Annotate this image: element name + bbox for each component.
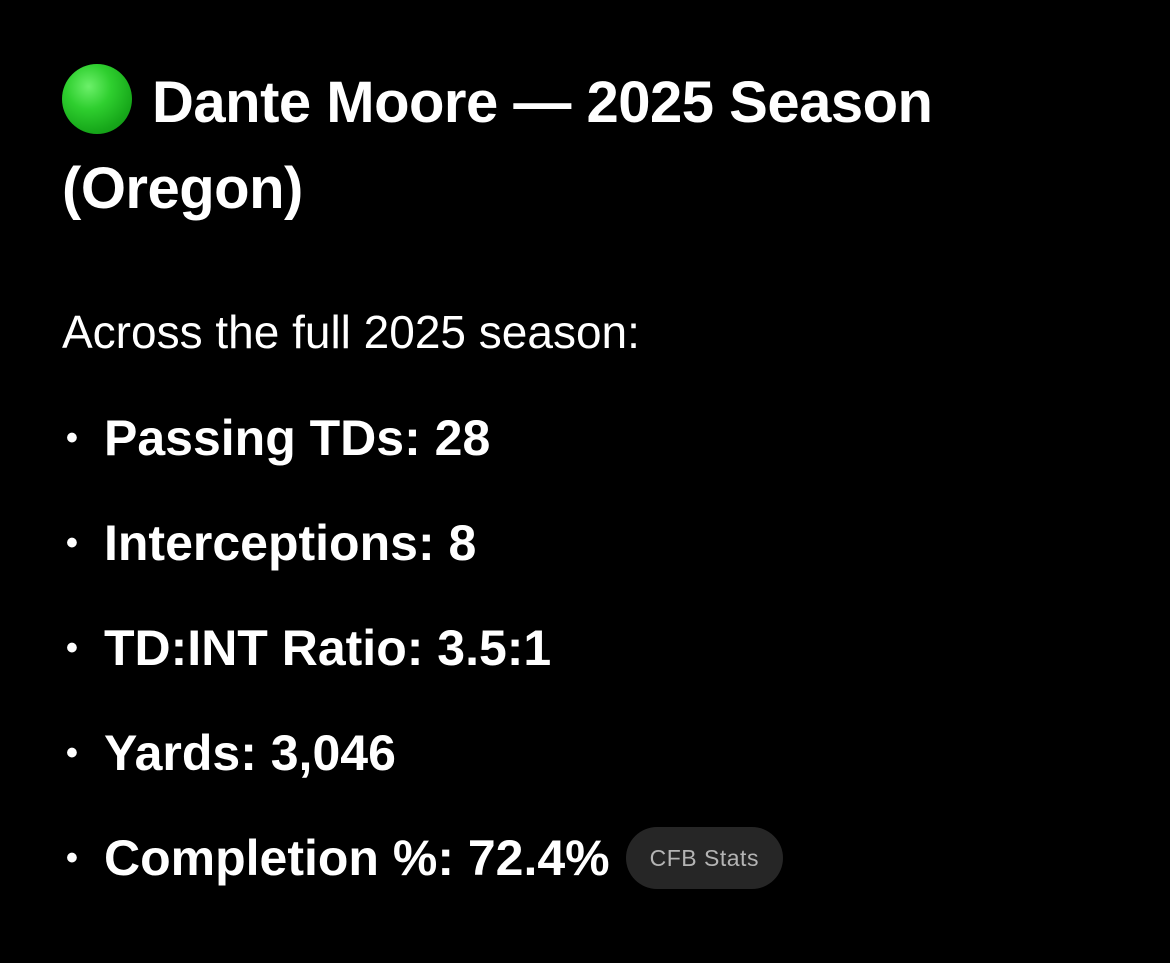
list-item: • Yards: 3,046 bbox=[62, 725, 783, 830]
list-item: • Completion %: 72.4% CFB Stats bbox=[62, 827, 783, 935]
stat-completion-pct: Completion %: 72.4% bbox=[104, 830, 610, 886]
list-item: • Interceptions: 8 bbox=[62, 515, 783, 620]
green-circle-icon bbox=[62, 64, 132, 134]
message-content: Dante Moore — 2025 Season (Oregon) Acros… bbox=[62, 60, 1112, 889]
page-title: Dante Moore — 2025 Season (Oregon) bbox=[62, 60, 1112, 232]
bullet: • bbox=[66, 734, 78, 772]
source-chip[interactable]: CFB Stats bbox=[625, 827, 783, 889]
stats-list: • Passing TDs: 28 • Interceptions: 8 • T… bbox=[62, 410, 783, 935]
stat-yards: Yards: 3,046 bbox=[104, 725, 396, 781]
bullet: • bbox=[66, 419, 78, 457]
stat-interceptions: Interceptions: 8 bbox=[104, 515, 477, 571]
bullet: • bbox=[66, 839, 78, 877]
list-item: • TD:INT Ratio: 3.5:1 bbox=[62, 620, 783, 725]
intro-text: Across the full 2025 season: bbox=[62, 306, 640, 358]
stat-passing-tds: Passing TDs: 28 bbox=[104, 410, 491, 466]
bullet: • bbox=[66, 524, 78, 562]
bullet: • bbox=[66, 629, 78, 667]
title-text: Dante Moore — 2025 Season (Oregon) bbox=[62, 70, 933, 221]
list-item: • Passing TDs: 28 bbox=[62, 410, 783, 515]
stat-td-int-ratio: TD:INT Ratio: 3.5:1 bbox=[104, 620, 552, 676]
